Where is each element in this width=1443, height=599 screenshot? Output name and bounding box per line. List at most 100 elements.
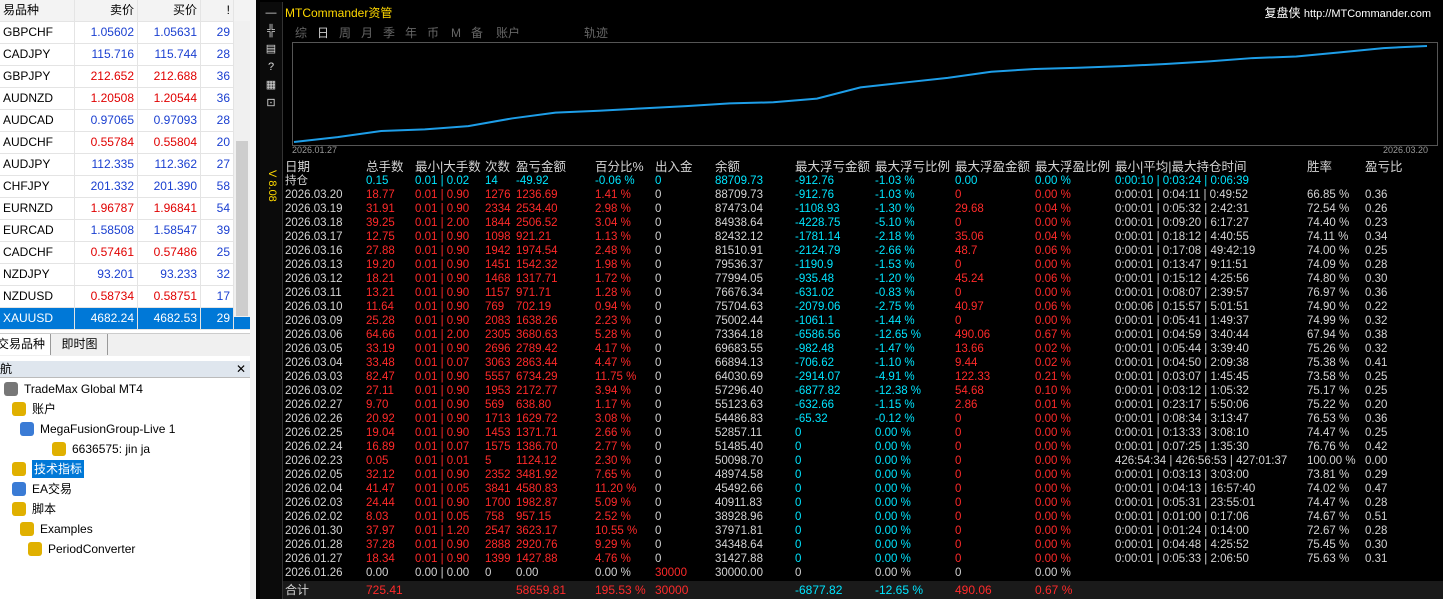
symbol: GBPCHF xyxy=(0,22,75,43)
cell: 11.20 % xyxy=(595,483,637,495)
cell: 0:00:01 | 0:05:41 | 1:49:37 xyxy=(1115,315,1249,327)
cell: 79536.37 xyxy=(715,259,763,271)
cell: 0.23 xyxy=(1365,217,1388,229)
navigator-title: 航 xyxy=(0,362,13,376)
period-tab: 备 xyxy=(471,26,484,40)
cell: 2534.40 xyxy=(516,203,558,215)
cell: 0.41 xyxy=(1365,357,1388,369)
cell: -632.66 xyxy=(795,399,835,411)
cell: -2.66 % xyxy=(875,245,915,257)
cell: 9.44 xyxy=(955,357,978,369)
spread: 36 xyxy=(201,88,234,109)
cell: 3.08 % xyxy=(595,413,631,425)
cell: 45.24 xyxy=(955,273,984,285)
cell: 2506.52 xyxy=(516,217,558,229)
holding-cell: -0.06 % xyxy=(595,175,635,187)
bid: 212.652 xyxy=(75,66,138,87)
cell: 0.00 % xyxy=(875,539,911,551)
cell: 0.01 | 0.90 xyxy=(415,301,470,313)
symbol: GBPJPY xyxy=(0,66,75,87)
cell: 0.01 | 0.90 xyxy=(415,259,470,271)
cell: 31427.88 xyxy=(715,553,763,565)
cell: 0.01 | 0.07 xyxy=(415,357,470,369)
cell: 0.21 % xyxy=(1035,371,1071,383)
cell: 0.32 xyxy=(1365,315,1388,327)
cell: 0.00 % xyxy=(1035,511,1071,523)
symbol: XAUUSD xyxy=(0,308,75,329)
cell: 75.45 % xyxy=(1307,539,1350,551)
cell: 490.06 xyxy=(955,329,991,341)
total-cell: 合计 xyxy=(285,583,310,597)
holding-cell: -49.92 xyxy=(516,175,549,187)
cell: 0.04 % xyxy=(1035,231,1071,243)
cell: 0.01 % xyxy=(1035,399,1071,411)
cell: 0.01 | 0.90 xyxy=(415,385,470,397)
cell: -706.62 xyxy=(795,357,835,369)
cell: 426:54:34 | 426:56:53 | 427:01:37 xyxy=(1115,455,1288,467)
ask: 1.20544 xyxy=(138,88,201,109)
cell: 0.01 | 0.90 xyxy=(415,399,470,411)
period-tab: 年 xyxy=(405,26,418,40)
spread: 25 xyxy=(201,242,234,263)
cell: 13.66 xyxy=(955,343,984,355)
symbol-row: AUDJPY 112.335 112.362 27 xyxy=(0,154,255,176)
total-cell: 58659.81 xyxy=(516,583,567,597)
cell: 5.28 % xyxy=(595,329,631,341)
cell: 1.72 % xyxy=(595,273,631,285)
cell: 0 xyxy=(655,385,662,397)
cell: 0.25 xyxy=(1365,385,1388,397)
cell: 0.34 xyxy=(1365,231,1388,243)
cell: 0:00:01 | 0:13:33 | 3:08:10 xyxy=(1115,427,1249,439)
holding-cell: 14 xyxy=(485,175,498,187)
cell: 0.00 % xyxy=(1035,525,1071,537)
cell: 0 xyxy=(955,525,962,537)
brand: 复盘侠 http://MTCommander.com xyxy=(1264,6,1431,21)
cell: 2026.02.27 xyxy=(285,399,343,411)
cell: 2.98 % xyxy=(595,203,631,215)
cell: 0.00 xyxy=(516,567,539,579)
column-header: 最小|平均|最大持仓时间 xyxy=(1115,160,1247,174)
cell: 0.20 xyxy=(1365,399,1388,411)
cell: 0.01 | 0.90 xyxy=(415,287,470,299)
cell: 1575 xyxy=(485,441,511,453)
equity-curve xyxy=(293,45,1428,143)
cell: 769 xyxy=(485,301,505,313)
cell: 1700 xyxy=(485,497,511,509)
cell: 0 xyxy=(795,441,802,453)
cell: 2305 xyxy=(485,329,511,341)
cell: 3680.63 xyxy=(516,329,558,341)
tree-item: Examples xyxy=(40,522,93,536)
cell: 0.25 xyxy=(1365,427,1388,439)
spread: 27 xyxy=(201,154,234,175)
cell: 2.52 % xyxy=(595,511,631,523)
cell: 74.67 % xyxy=(1307,511,1350,523)
symbol-row: CADCHF 0.57461 0.57486 25 xyxy=(0,242,255,264)
cell: 0 xyxy=(655,357,662,369)
cell: 0.28 xyxy=(1365,497,1388,509)
tree-item: 账户 xyxy=(32,402,57,416)
cell: 2.48 % xyxy=(595,245,631,257)
cell: 0 xyxy=(955,497,962,509)
bid: 0.55784 xyxy=(75,132,138,153)
cell: 0.01 | 0.90 xyxy=(415,553,470,565)
cell: 50098.70 xyxy=(715,455,763,467)
cell: 74.90 % xyxy=(1307,301,1350,313)
cell: 2352 xyxy=(485,469,511,481)
cell: 0.01 | 0.90 xyxy=(415,343,470,355)
cell: 0 xyxy=(655,413,662,425)
cell: -0.12 % xyxy=(875,413,915,425)
cell: 74.99 % xyxy=(1307,315,1350,327)
cell: 921.21 xyxy=(516,231,552,243)
cell: 0 xyxy=(655,553,662,565)
period-tab: 账户 xyxy=(496,26,521,40)
cell: 0:00:01 | 0:08:07 | 2:39:57 xyxy=(1115,287,1249,299)
cell: 3841 xyxy=(485,483,511,495)
cell: 1542.32 xyxy=(516,259,558,271)
cell: 2863.44 xyxy=(516,357,558,369)
column-header: 最大浮盈比例 xyxy=(1035,160,1111,174)
cell: 0.00 | 0.00 xyxy=(415,567,470,579)
total-cell: 0.67 % xyxy=(1035,583,1073,597)
cell: 0.00 % xyxy=(1035,315,1071,327)
cell: 3.04 % xyxy=(595,217,631,229)
spread: 28 xyxy=(201,110,234,131)
